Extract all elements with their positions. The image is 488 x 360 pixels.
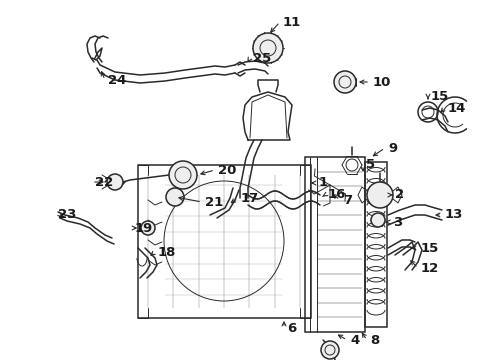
Circle shape bbox=[366, 182, 392, 208]
Circle shape bbox=[141, 221, 155, 235]
Text: 5: 5 bbox=[365, 158, 374, 171]
Text: 16: 16 bbox=[327, 189, 346, 202]
Text: 9: 9 bbox=[387, 141, 396, 154]
Circle shape bbox=[333, 71, 355, 93]
Text: 19: 19 bbox=[135, 221, 153, 234]
Text: 25: 25 bbox=[252, 51, 271, 64]
Text: 24: 24 bbox=[108, 73, 126, 86]
Text: 1: 1 bbox=[318, 176, 327, 189]
Text: 15: 15 bbox=[430, 90, 448, 103]
Text: 15: 15 bbox=[420, 242, 438, 255]
Text: 12: 12 bbox=[420, 261, 438, 274]
Text: 17: 17 bbox=[241, 192, 259, 204]
Bar bbox=[138, 165, 310, 318]
Circle shape bbox=[370, 213, 384, 227]
Text: 6: 6 bbox=[286, 321, 296, 334]
Bar bbox=[305, 157, 364, 332]
Text: 18: 18 bbox=[158, 246, 176, 258]
Circle shape bbox=[252, 33, 283, 63]
Text: 13: 13 bbox=[444, 208, 463, 221]
Circle shape bbox=[320, 341, 338, 359]
Text: 11: 11 bbox=[283, 15, 301, 28]
Text: 8: 8 bbox=[369, 333, 379, 346]
Text: 23: 23 bbox=[58, 208, 76, 221]
Text: 10: 10 bbox=[372, 76, 390, 89]
Circle shape bbox=[165, 188, 183, 206]
Text: 22: 22 bbox=[95, 175, 113, 189]
Text: 4: 4 bbox=[349, 333, 359, 346]
Text: 20: 20 bbox=[218, 163, 236, 176]
Text: 2: 2 bbox=[394, 189, 403, 202]
Text: 14: 14 bbox=[447, 102, 466, 114]
Text: 21: 21 bbox=[204, 195, 223, 208]
Circle shape bbox=[107, 174, 123, 190]
Circle shape bbox=[169, 161, 197, 189]
Bar bbox=[364, 162, 386, 327]
Text: 3: 3 bbox=[392, 216, 402, 229]
Text: 7: 7 bbox=[342, 194, 351, 207]
